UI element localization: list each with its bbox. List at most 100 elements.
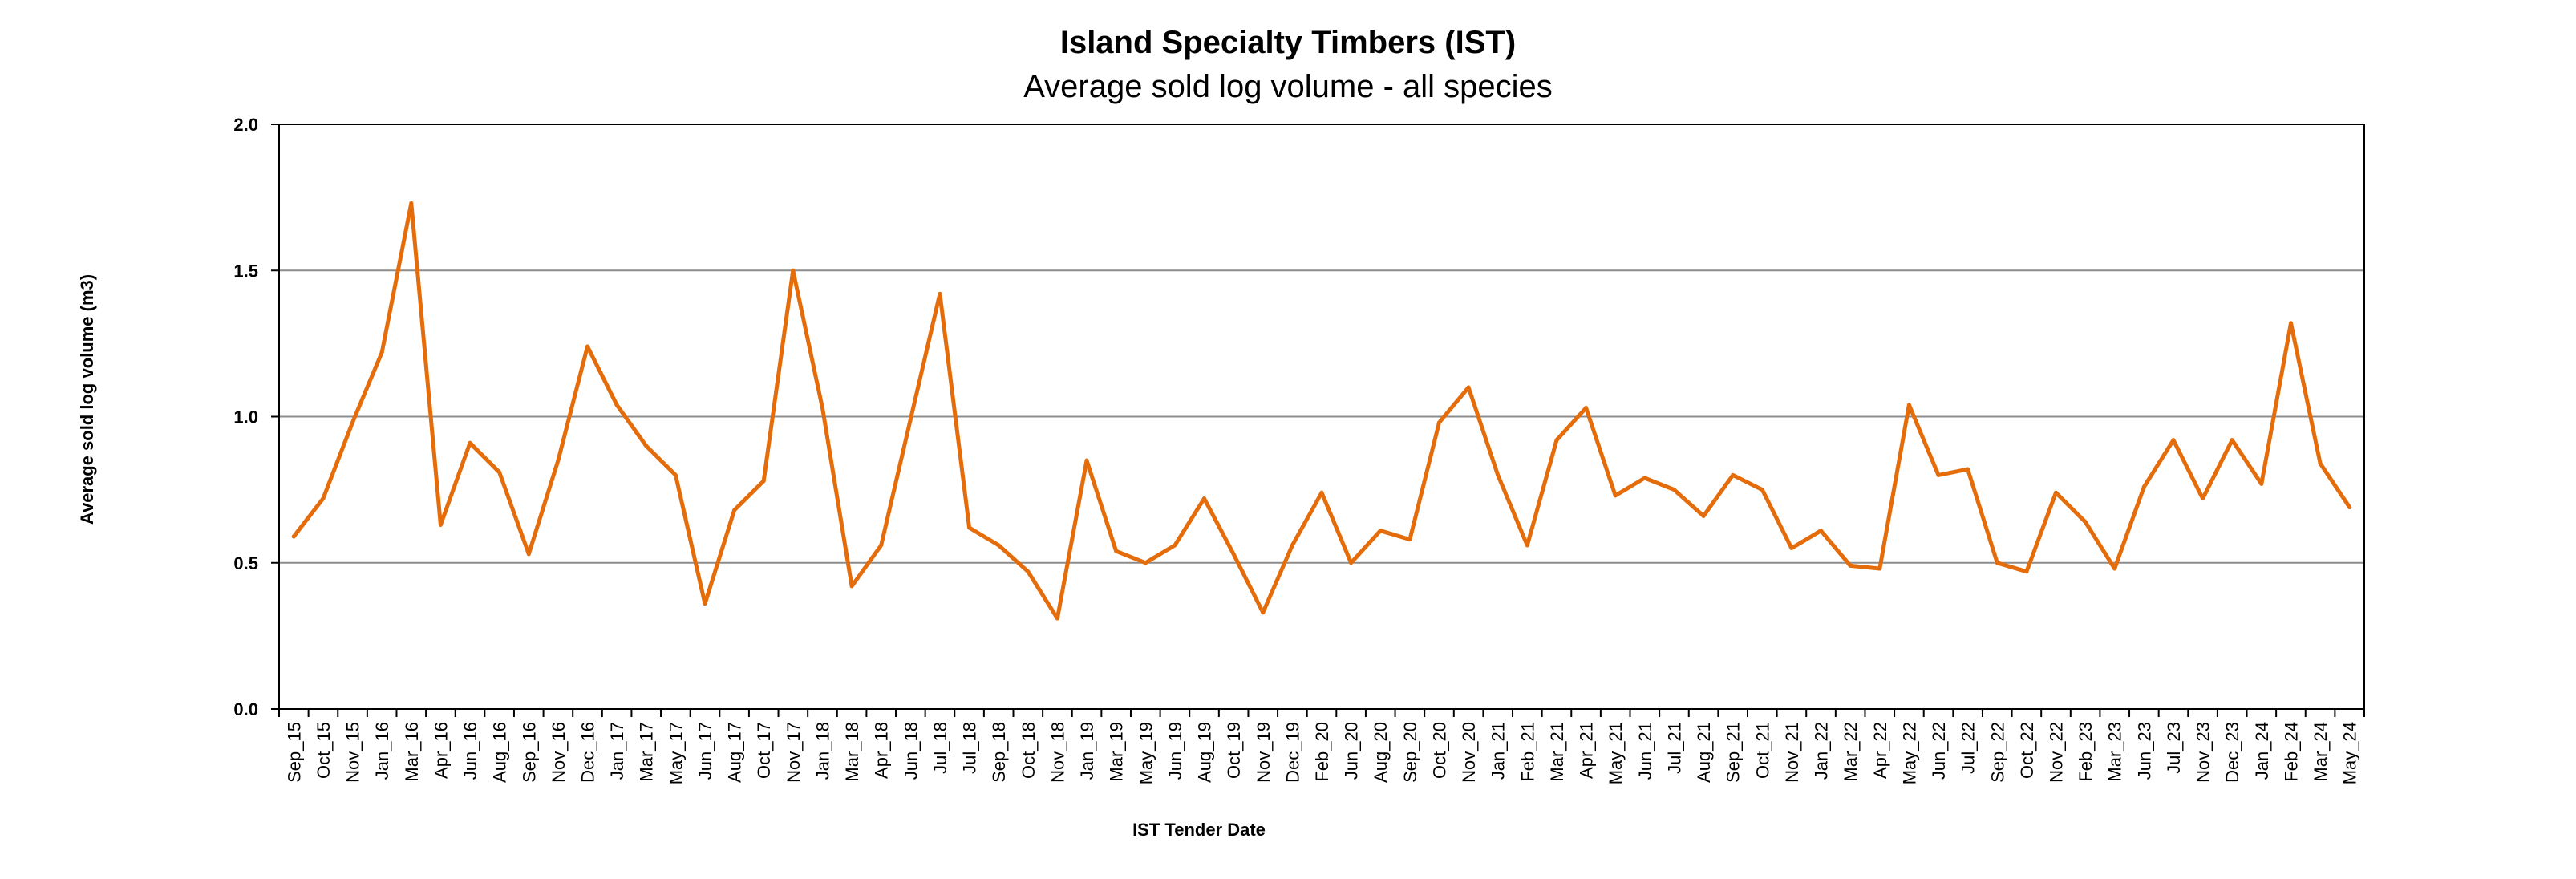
chart-subtitle: Average sold log volume - all species <box>1023 69 1553 104</box>
data-point <box>1966 467 1970 472</box>
data-point <box>2024 569 2029 574</box>
x-axis-title: IST Tender Date <box>1132 820 1266 840</box>
x-tick-label: Apr_21 <box>1577 722 1597 779</box>
data-point <box>1055 616 1059 621</box>
grid-lines <box>279 269 2364 564</box>
x-tick-label: Oct_21 <box>1752 722 1772 779</box>
x-tick-label: Oct_19 <box>1224 722 1244 779</box>
data-point <box>967 525 972 530</box>
x-tick-label: Dec_23 <box>2222 722 2242 783</box>
data-point <box>1261 610 1266 615</box>
x-tick-label: Aug_21 <box>1694 722 1714 783</box>
x-tick-label: May_22 <box>1899 722 1919 784</box>
x-tick-label: Aug_17 <box>725 722 745 783</box>
data-point <box>1906 403 1911 407</box>
data-point <box>703 602 707 606</box>
x-tick-label: Nov_20 <box>1459 722 1479 783</box>
data-point <box>849 584 854 589</box>
x-tick-label: Mar_22 <box>1841 722 1861 782</box>
data-point <box>2230 438 2234 443</box>
x-tick-label: Jul_18 <box>960 722 980 774</box>
y-tick-label: 0.0 <box>233 699 258 719</box>
x-tick-label: Feb_21 <box>1517 722 1537 782</box>
x-tick-label: Jul_21 <box>1664 722 1684 774</box>
series-line <box>291 201 2352 621</box>
data-point <box>1026 569 1031 574</box>
data-point <box>2171 438 2176 443</box>
data-point <box>409 201 414 205</box>
data-point <box>1584 406 1589 411</box>
data-point <box>2288 321 2293 326</box>
x-tick-label: Jul_23 <box>2164 722 2184 774</box>
x-tick-label: Aug_19 <box>1195 722 1215 783</box>
x-axis: Sep_15 Oct_15 Nov_15 Jan_16 Mar_16 Apr_16 Jun_… <box>278 709 2365 784</box>
data-point <box>732 508 737 512</box>
x-tick-label: May_24 <box>2340 722 2360 784</box>
data-point <box>761 479 766 484</box>
x-tick-label: Mar_19 <box>1107 722 1127 782</box>
data-point <box>1789 546 1794 551</box>
x-tick-label: Feb_24 <box>2281 722 2301 782</box>
data-point <box>1378 529 1383 533</box>
data-point <box>938 291 942 296</box>
data-point <box>1731 472 1736 477</box>
x-tick-label: Sep_20 <box>1400 722 1420 783</box>
data-point <box>2318 461 2323 466</box>
chart-title: Island Specialty Timbers (IST) <box>1060 25 1516 60</box>
data-point <box>556 458 561 463</box>
data-point <box>1231 552 1236 557</box>
x-tick-label: May_21 <box>1606 722 1626 784</box>
data-point <box>468 440 472 445</box>
x-tick-label: Sep_16 <box>519 722 539 783</box>
y-tick-label: 1.5 <box>233 261 258 281</box>
data-point <box>1819 529 1824 533</box>
x-tick-label: Nov_22 <box>2046 722 2066 783</box>
data-point <box>1436 420 1441 425</box>
x-tick-label: Mar_23 <box>2105 722 2125 782</box>
x-tick-label: Jun_21 <box>1635 722 1655 780</box>
x-tick-label: Sep_18 <box>989 722 1009 783</box>
data-point <box>1173 543 1177 548</box>
data-point <box>526 552 531 557</box>
x-tick-label: Apr_16 <box>431 722 451 779</box>
x-tick-label: Nov_15 <box>343 722 363 783</box>
x-tick-label: Jun_16 <box>460 722 480 780</box>
x-tick-label: Oct_22 <box>2017 722 2037 779</box>
data-point <box>820 406 824 411</box>
series-group <box>291 201 2352 621</box>
x-tick-label: Dec_19 <box>1282 722 1302 783</box>
data-point <box>673 472 678 477</box>
y-tick-label: 0.5 <box>233 553 258 573</box>
data-point <box>1319 490 1324 495</box>
x-tick-label: Jun_19 <box>1165 722 1185 780</box>
data-point <box>2347 504 2352 509</box>
data-point <box>1642 476 1647 480</box>
data-point <box>1671 488 1676 492</box>
data-point <box>644 444 649 448</box>
data-point <box>1114 549 1119 553</box>
x-tick-label: Jan_18 <box>812 722 832 780</box>
data-point <box>1760 488 1764 492</box>
data-point <box>1701 513 1706 518</box>
data-point <box>1554 438 1559 443</box>
data-point <box>1202 496 1207 501</box>
data-point <box>1525 543 1529 548</box>
data-point <box>2201 496 2205 501</box>
data-point <box>1084 458 1089 463</box>
data-point <box>1496 472 1501 477</box>
x-tick-label: Jul_22 <box>1958 722 1979 774</box>
data-point <box>614 403 619 407</box>
x-tick-label: Jun_18 <box>901 722 921 780</box>
data-point <box>996 543 1001 548</box>
x-tick-label: Jan_21 <box>1488 722 1509 780</box>
x-tick-label: Sep_15 <box>284 722 304 783</box>
x-tick-label: Oct_20 <box>1429 722 1449 779</box>
data-point <box>291 534 296 539</box>
x-tick-label: Dec_16 <box>578 722 598 783</box>
data-point <box>1613 493 1618 498</box>
y-axis-title: Average sold log volume (m3) <box>77 274 97 525</box>
x-tick-label: Mar_16 <box>402 722 422 782</box>
data-point <box>908 417 913 422</box>
x-tick-label: Sep_22 <box>1987 722 2007 783</box>
x-tick-label: Sep_21 <box>1723 722 1744 783</box>
